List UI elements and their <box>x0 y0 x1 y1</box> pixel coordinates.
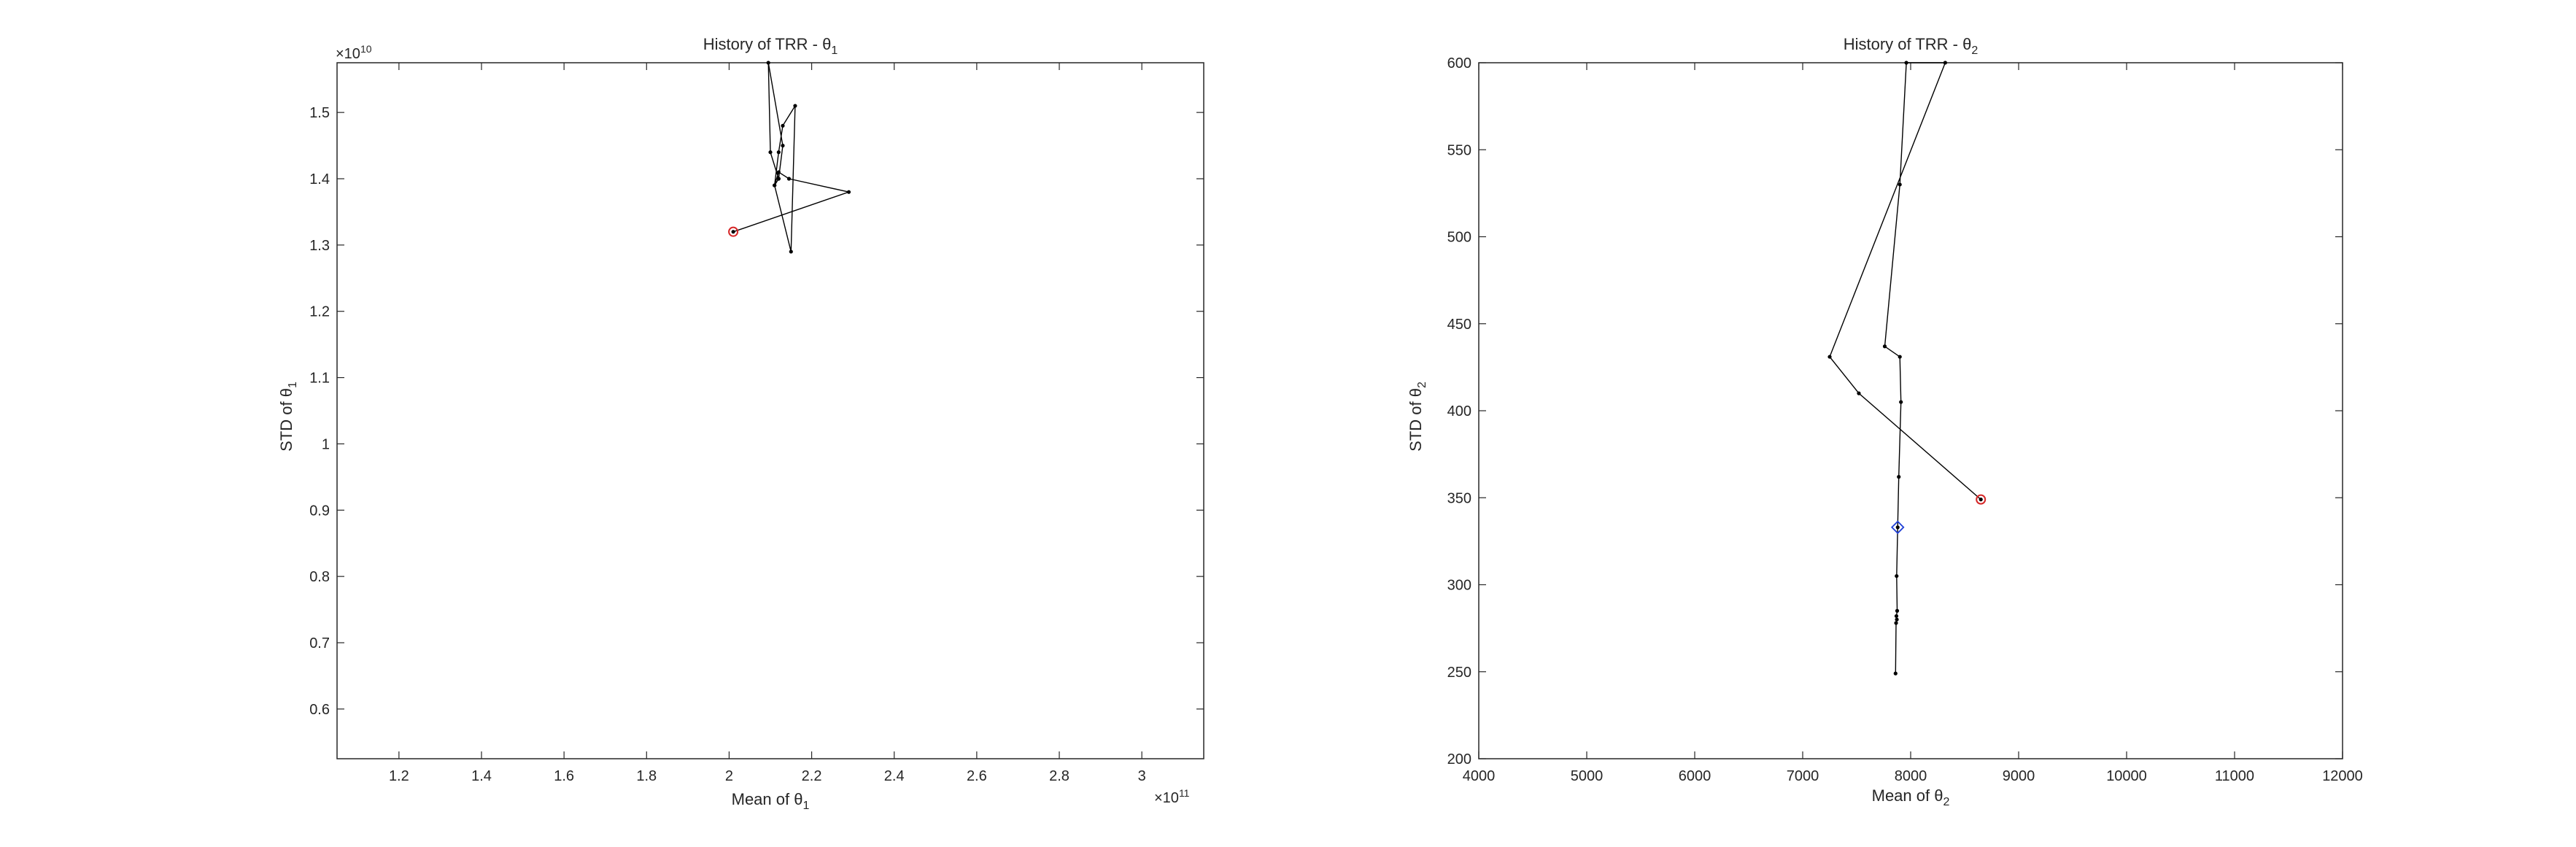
chart2-x-tick-label: 9000 <box>2003 768 2035 784</box>
chart2-x-tick-label: 5000 <box>1571 768 1604 784</box>
chart2-data-point <box>1894 614 1899 619</box>
chart1-data-point <box>846 190 851 194</box>
chart2-data-point <box>1979 498 1983 502</box>
chart2-data-point <box>1827 355 1832 359</box>
chart-theta2-x-label: Mean of θ2 <box>1872 786 1950 808</box>
chart2-x-tick-label: 11000 <box>2215 768 2254 784</box>
chart1-x-tick-label: 1.2 <box>389 768 409 784</box>
chart1-x-tick-label: 3 <box>1138 768 1146 784</box>
chart2-x-tick-label: 8000 <box>1895 768 1927 784</box>
chart1-x-tick-label: 2.6 <box>967 768 987 784</box>
chart1-data-point <box>789 250 793 254</box>
chart-theta1-x-label: Mean of θ1 <box>732 790 810 812</box>
chart1-x-tick-label: 2.4 <box>884 768 905 784</box>
chart1-y-tick-label: 0.8 <box>309 569 330 585</box>
chart-theta1-y-exponent: ×1010 <box>336 43 372 62</box>
chart-theta2: History of TRR - θ2 Mean of θ2 STD of θ2… <box>1407 35 2363 808</box>
chart2-y-tick-label: 350 <box>1447 490 1471 506</box>
chart-theta2-title: History of TRR - θ2 <box>1844 35 1979 57</box>
chart2-data-point <box>1943 61 1947 65</box>
chart2-data-point <box>1899 400 1903 404</box>
chart1-data-point <box>776 150 781 155</box>
chart2-data-point <box>1895 573 1899 579</box>
chart-theta1-title: History of TRR - θ1 <box>703 35 838 57</box>
chart2-end-marker <box>1890 520 1905 535</box>
chart1-x-tick-label: 2.2 <box>802 768 822 784</box>
chart2-y-tick-label: 250 <box>1447 665 1471 681</box>
chart2-data-point <box>1895 525 1900 530</box>
chart1-axes-box <box>336 62 1204 759</box>
chart1-y-tick-label: 1.1 <box>309 371 330 387</box>
chart1-data-point <box>776 170 781 174</box>
chart2-data-point <box>1895 608 1900 613</box>
chart2-data-point <box>1857 391 1861 395</box>
chart2-y-tick-label: 550 <box>1447 142 1471 158</box>
chart1-x-tick-label: 2 <box>725 768 733 784</box>
chart1-y-tick-label: 1 <box>322 436 330 452</box>
chart1-data-point <box>776 177 781 181</box>
chart1-y-tick-label: 1.4 <box>309 171 330 187</box>
chart1-data-point <box>768 150 773 155</box>
chart1-data-point <box>731 230 735 234</box>
chart-theta1-y-label: STD of θ1 <box>277 382 299 452</box>
chart1-data-point <box>766 61 770 65</box>
chart1-data-point <box>781 143 785 148</box>
chart2-x-tick-label: 7000 <box>1787 768 1819 784</box>
chart2-y-tick-label: 500 <box>1447 230 1471 246</box>
chart-theta1-x-exponent: ×1011 <box>1154 787 1190 806</box>
chart1-y-tick-label: 0.6 <box>309 702 330 718</box>
chart2-x-tick-label: 10000 <box>2106 768 2147 784</box>
chart2-data-point <box>1894 621 1898 625</box>
chart2-x-tick-label: 12000 <box>2322 768 2363 784</box>
chart2-data-point <box>1898 182 1902 187</box>
chart1-data-point <box>793 104 797 108</box>
chart1-y-tick-label: 1.3 <box>309 238 330 254</box>
chart2-x-tick-label: 4000 <box>1463 768 1496 784</box>
chart1-y-tick-label: 0.9 <box>309 503 330 519</box>
chart1-y-tick-label: 1.5 <box>309 105 330 121</box>
chart1-y-tick-label: 1.2 <box>309 304 330 320</box>
chart1-data-point <box>781 123 785 128</box>
chart1-x-tick-label: 1.8 <box>636 768 657 784</box>
chart2-data-point <box>1895 617 1899 622</box>
chart2-data-point <box>1904 61 1908 65</box>
chart2-data-point <box>1893 671 1898 676</box>
chart2-data-point <box>1882 344 1887 349</box>
chart1-data-point <box>786 177 792 181</box>
chart2-y-tick-label: 300 <box>1447 578 1471 594</box>
chart1-x-tick-label: 1.4 <box>471 768 492 784</box>
chart1-y-tick-label: 0.7 <box>309 635 330 651</box>
chart2-y-tick-label: 450 <box>1447 317 1471 333</box>
chart1-data-point <box>773 183 777 187</box>
chart2-data-point <box>1897 475 1901 479</box>
chart-theta1: History of TRR - θ1 Mean of θ1 STD of θ1… <box>277 35 1204 812</box>
chart-theta2-y-label: STD of θ2 <box>1407 382 1428 452</box>
chart1-start-marker <box>728 226 739 237</box>
chart2-data-point <box>1898 355 1902 359</box>
chart2-y-tick-label: 600 <box>1447 55 1471 71</box>
chart2-start-marker <box>1976 494 1987 505</box>
chart2-x-tick-label: 6000 <box>1679 768 1711 784</box>
chart1-x-tick-label: 1.6 <box>554 768 574 784</box>
chart2-y-tick-label: 200 <box>1447 751 1471 767</box>
chart1-x-tick-label: 2.8 <box>1049 768 1070 784</box>
chart2-y-tick-label: 400 <box>1447 403 1471 419</box>
